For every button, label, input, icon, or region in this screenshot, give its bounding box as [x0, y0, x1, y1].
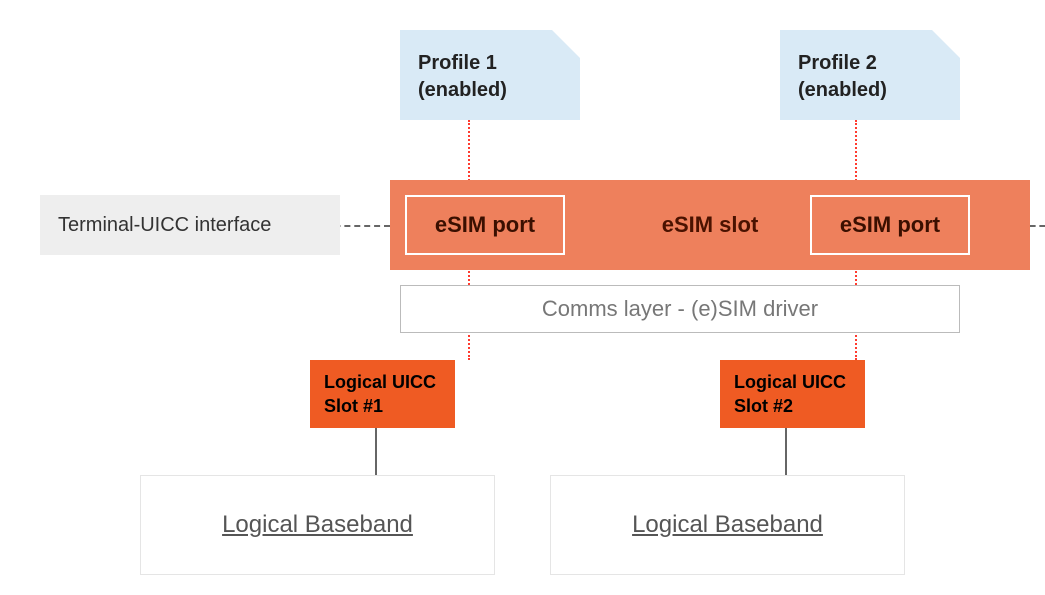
esim-slot-label: eSIM slot [662, 212, 759, 238]
profile-1-state: (enabled) [418, 77, 562, 104]
comms-layer: Comms layer - (e)SIM driver [400, 285, 960, 333]
profile-1-card: Profile 1 (enabled) [400, 30, 580, 120]
esim-port-2: eSIM port [810, 195, 970, 255]
logical-slot-1-line1: Logical UICC [324, 370, 441, 394]
esim-port-1-label: eSIM port [435, 212, 535, 238]
diagram-canvas: Profile 1 (enabled) Profile 2 (enabled) … [0, 0, 1045, 595]
esim-slot: eSIM slot eSIM port eSIM port [390, 180, 1030, 270]
logical-uicc-slot-1: Logical UICC Slot #1 [310, 360, 455, 428]
profile-2-state: (enabled) [798, 77, 942, 104]
connector-logical2-baseband [785, 428, 787, 475]
esim-port-2-label: eSIM port [840, 212, 940, 238]
baseband-2-label: Logical Baseband [632, 511, 823, 539]
logical-slot-2-line1: Logical UICC [734, 370, 851, 394]
logical-slot-2-line2: Slot #2 [734, 394, 851, 418]
comms-label: Comms layer - (e)SIM driver [542, 296, 818, 322]
logical-uicc-slot-2: Logical UICC Slot #2 [720, 360, 865, 428]
logical-baseband-1: Logical Baseband [140, 475, 495, 575]
baseband-1-label: Logical Baseband [222, 511, 413, 539]
profile-2-card: Profile 2 (enabled) [780, 30, 960, 120]
profile-1-title: Profile 1 [418, 50, 562, 77]
terminal-label: Terminal-UICC interface [58, 214, 271, 237]
logical-slot-1-line2: Slot #1 [324, 394, 441, 418]
esim-port-1: eSIM port [405, 195, 565, 255]
terminal-uicc-interface: Terminal-UICC interface [40, 195, 340, 255]
connector-logical1-baseband [375, 428, 377, 475]
connector-esim-right [1030, 225, 1045, 227]
profile-2-title: Profile 2 [798, 50, 942, 77]
logical-baseband-2: Logical Baseband [550, 475, 905, 575]
